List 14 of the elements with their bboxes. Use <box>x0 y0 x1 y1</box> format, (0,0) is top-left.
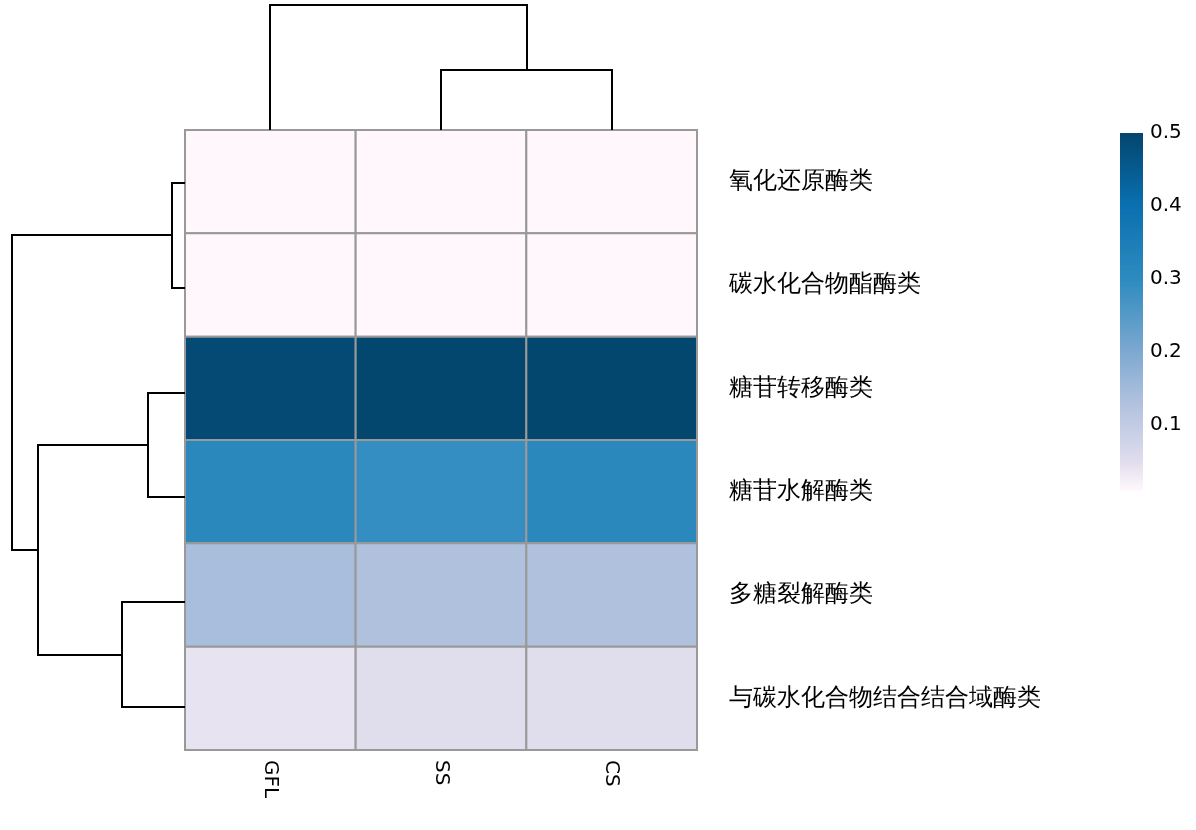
y-tick-label: 碳水化合物酯酶类 <box>728 269 921 298</box>
y-tick-label: 氧化还原酶类 <box>729 165 873 194</box>
y-tick-label: 糖苷转移酶类 <box>729 372 873 401</box>
x-tick-label: GFL <box>260 760 285 799</box>
x-tick-label: CS <box>601 760 626 787</box>
y-tick-label: 糖苷水解酶类 <box>729 475 873 504</box>
y-tick-label: 多糖裂解酶类 <box>729 579 873 608</box>
color-bar-label: 0.1 <box>1150 410 1182 435</box>
color-bar-label: 0.4 <box>1150 192 1182 217</box>
color-bar-label: 0.3 <box>1150 264 1182 289</box>
color-bar-label: 0.5 <box>1150 119 1182 144</box>
color-bar-label: 0.2 <box>1150 337 1182 362</box>
y-tick-label: 与碳水化合物结合结合域酶类 <box>729 682 1041 711</box>
x-tick-label: SS <box>430 760 455 786</box>
